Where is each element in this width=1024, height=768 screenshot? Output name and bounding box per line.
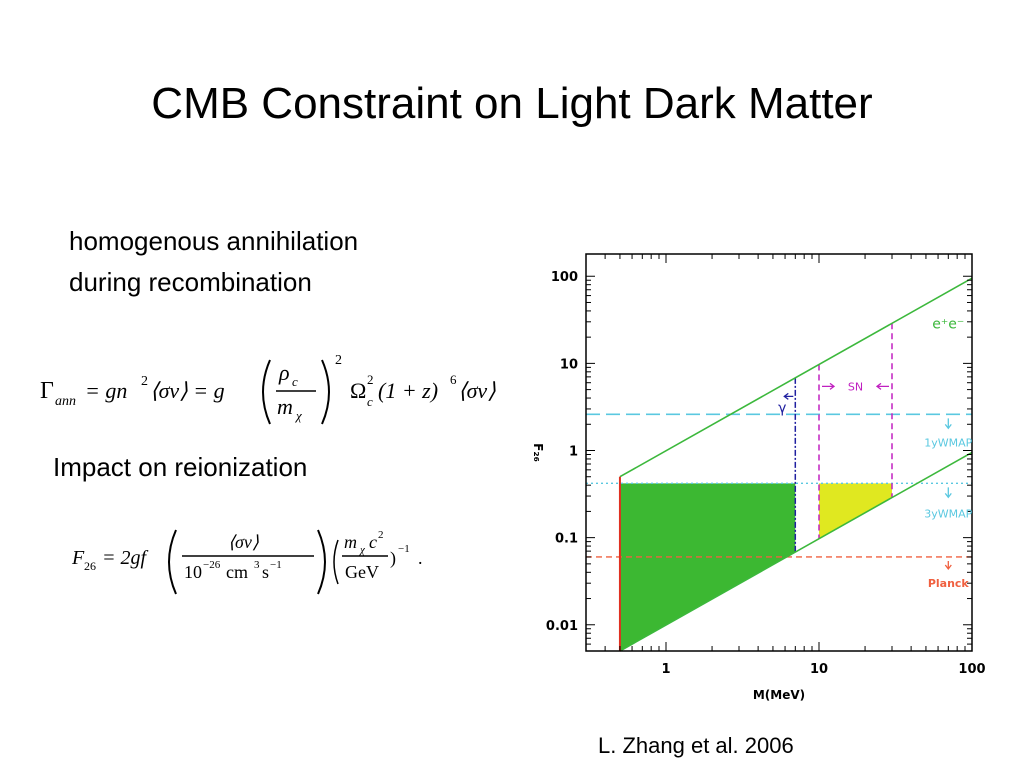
eq1-rhs-a-sup: 2 <box>141 374 148 389</box>
y-tick-label: 100 <box>551 270 578 285</box>
f26-vs-mass-chart: 1 10 100 0.01 0.1 1 10 100 M(MeV) F₂₆ e⁺e⁻ 1yWMAP 3y… <box>531 253 986 702</box>
topic-line-2: during recombination <box>69 267 312 297</box>
eq2-lhs: F <box>71 547 85 569</box>
plot-frame <box>585 253 973 652</box>
x-axis-label: M(MeV) <box>753 688 805 702</box>
eq2-frac1-den-sup3: −1 <box>270 559 282 571</box>
eq1-omega-sub: c <box>367 394 373 409</box>
eq2-period: . <box>418 548 423 568</box>
lower-bound-line <box>619 451 973 652</box>
impact-heading: Impact on reionization <box>53 452 308 482</box>
eq1-frac-num: ρ <box>278 360 290 385</box>
eq2-frac2-den: GeV <box>345 562 379 582</box>
eq2-frac1-den-b: cm <box>226 562 248 582</box>
eq1-tail-b: ⟨σv⟩ <box>458 378 496 403</box>
y-tick-label: 0.01 <box>546 619 578 634</box>
sn-label: SN <box>848 380 863 393</box>
f26-equation: F 26 = 2gf ⟨σv⟩ 10 −26 cm 3 s −1 m χ c 2… <box>71 529 423 595</box>
eq2-frac1-den-sup2: 3 <box>254 559 260 571</box>
ee-annotation: e⁺e⁻ <box>932 317 964 333</box>
planck-arrow <box>944 560 952 571</box>
y-tick-label: 10 <box>560 357 578 372</box>
eq1-rhs-b: ⟨σv⟩ = g <box>150 378 225 403</box>
eq1-lhs: Γ <box>40 378 54 404</box>
planck-label: Planck <box>928 577 970 590</box>
eq1-paren-left <box>262 359 271 425</box>
wmap3-arrow <box>944 487 952 499</box>
eq2-rhs: = 2gf <box>102 547 148 569</box>
eq1-paren-right <box>321 359 330 425</box>
slide-title: CMB Constraint on Light Dark Matter <box>151 79 873 128</box>
eq2-paren2-left <box>333 539 339 585</box>
gamma-ann-equation: Γ ann = gn 2 ⟨σv⟩ = g ρ c m χ 2 Ω 2 c (1… <box>40 353 496 425</box>
eq2-paren-right <box>317 529 326 595</box>
eq1-frac-den: m <box>277 394 293 419</box>
eq2-paren-left <box>168 529 177 595</box>
y-tick-label: 0.1 <box>555 532 578 547</box>
y-tick-label: 1 <box>569 445 578 460</box>
x-tick-label: 10 <box>810 662 828 677</box>
gamma-arrow <box>783 392 794 400</box>
wmap3-label: 3yWMAP <box>924 507 972 520</box>
topic-line-1: homogenous annihilation <box>69 226 359 256</box>
eq2-frac2-num-sub: χ <box>359 544 366 556</box>
eq1-frac-num-sub: c <box>292 374 298 389</box>
eq2-frac1-den-sup: −26 <box>203 559 221 571</box>
sn-right-arrow <box>875 382 889 390</box>
eq2-frac2-num-b: c <box>369 532 377 552</box>
eq2-frac1-den-a: 10 <box>184 562 202 582</box>
eq1-tail-sup: 6 <box>450 372 457 387</box>
wmap1-label: 1yWMAP <box>924 436 972 449</box>
eq2-frac1-den-c: s <box>262 562 269 582</box>
eq2-frac2-num-sup: 2 <box>378 529 384 541</box>
eq1-tail-a: (1 + z) <box>378 378 438 403</box>
eq1-lhs-sub: ann <box>55 394 76 409</box>
eq2-tail-sup: −1 <box>398 543 410 555</box>
eq1-omega: Ω <box>350 378 366 403</box>
citation: L. Zhang et al. 2006 <box>598 733 794 758</box>
eq1-rhs-a: = gn <box>85 378 127 403</box>
eq1-frac-den-sub: χ <box>294 408 302 423</box>
region-allowed-yellow <box>819 483 892 539</box>
region-excluded-green <box>619 483 796 651</box>
eq1-omega-sup: 2 <box>367 372 374 387</box>
eq2-tail: ) <box>390 548 396 569</box>
y-axis-label: F₂₆ <box>531 443 545 462</box>
x-tick-label: 1 <box>661 662 670 677</box>
eq2-frac1-num: ⟨σv⟩ <box>228 532 259 552</box>
x-tick-label: 100 <box>958 662 985 677</box>
eq1-paren-sup: 2 <box>335 353 342 368</box>
eq2-lhs-sub: 26 <box>84 559 96 573</box>
wmap1-arrow <box>944 418 952 430</box>
sn-left-arrow <box>822 382 836 390</box>
eq2-frac2-num-a: m <box>344 532 357 552</box>
gamma-label: γ <box>778 400 786 416</box>
upper-bound-line <box>619 277 973 478</box>
